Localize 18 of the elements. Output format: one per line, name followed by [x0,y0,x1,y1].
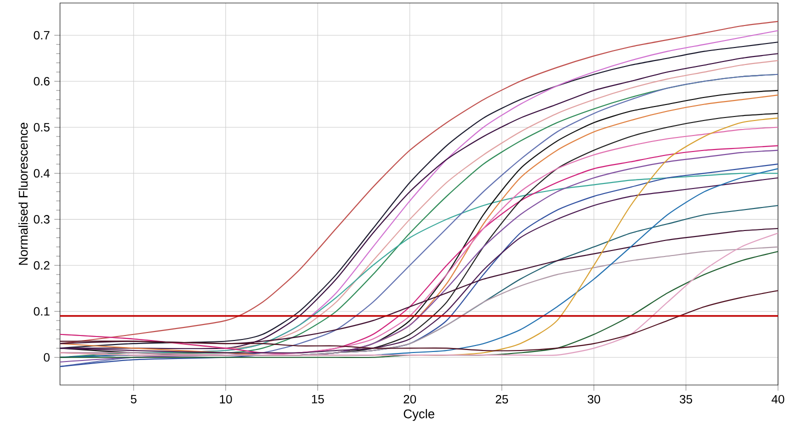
y-axis-title: Normalised Fluorescence [18,122,28,265]
y-tick-label: 0.4 [34,169,50,178]
x-tick-label: 35 [680,394,692,404]
x-tick-label: 40 [772,394,784,404]
x-axis-title: Cycle [404,409,434,421]
x-tick-label: 25 [496,394,508,404]
x-tick-label: 15 [312,394,324,404]
x-tick-label: 30 [588,394,600,404]
y-tick-label: 0.5 [34,123,50,132]
x-tick-label: 20 [404,394,416,404]
y-tick-label: 0 [44,353,50,362]
y-tick-label: 0.1 [34,307,50,316]
x-tick-label: 10 [220,394,232,404]
y-tick-label: 0.6 [34,76,50,86]
y-tick-label: 0.2 [34,261,50,270]
y-tick-label: 0.7 [34,30,50,40]
y-tick-label: 0.3 [34,215,50,224]
x-tick-label: 5 [130,394,136,404]
